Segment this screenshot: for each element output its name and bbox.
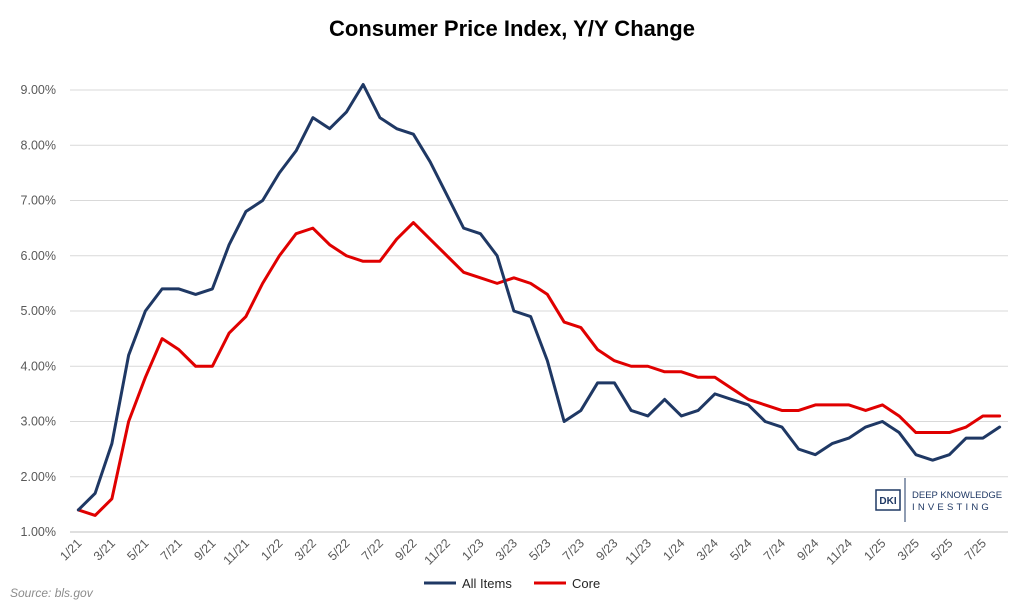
x-tick-label: 3/22 xyxy=(292,536,319,563)
x-tick-label: 5/21 xyxy=(124,536,151,563)
y-tick-label: 8.00% xyxy=(21,138,56,152)
gridlines xyxy=(70,89,1008,478)
x-tick-label: 11/21 xyxy=(221,536,252,567)
logo-line1: DEEP KNOWLEDGE xyxy=(912,490,1002,501)
x-tick-label: 3/25 xyxy=(895,536,922,563)
x-tick-label: 7/25 xyxy=(962,536,989,563)
x-tick-label: 9/21 xyxy=(191,536,218,563)
source-note: Source: bls.gov xyxy=(10,586,94,600)
x-tick-label: 5/25 xyxy=(928,536,955,563)
x-tick-label: 1/22 xyxy=(258,536,285,563)
y-tick-label: 7.00% xyxy=(21,194,56,208)
x-tick-label: 3/21 xyxy=(91,536,118,563)
y-axis-ticks: 1.00% 2.00% 3.00% 4.00% 5.00% 6.00% 7.00% 8.00%… xyxy=(21,83,56,539)
x-tick-label: 11/24 xyxy=(824,536,855,567)
series-lines xyxy=(76,82,1002,517)
x-tick-label: 7/22 xyxy=(359,536,386,563)
x-tick-label: 1/24 xyxy=(660,536,687,563)
x-axis-ticks: 1/21 3/21 5/21 7/21 9/21 11/21 1/22 3/22 5/22 7/2… xyxy=(57,536,989,567)
y-tick-label: 2.00% xyxy=(21,470,56,484)
logo-mark-text: DKI xyxy=(879,496,896,507)
dki-logo: DKI DEEP KNOWLEDGE INVESTING xyxy=(875,478,1002,522)
x-tick-label: 1/25 xyxy=(861,536,888,563)
x-tick-label: 9/22 xyxy=(392,536,419,563)
legend-label-core: Core xyxy=(572,576,600,591)
x-tick-label: 5/24 xyxy=(727,536,754,563)
y-tick-label: 5.00% xyxy=(21,304,56,318)
x-tick-label: 3/23 xyxy=(493,536,520,563)
x-tick-label: 7/21 xyxy=(158,536,185,563)
x-tick-label: 11/23 xyxy=(623,536,654,567)
x-tick-label: 5/23 xyxy=(526,536,553,563)
legend: All Items Core xyxy=(424,576,600,591)
x-tick-label: 7/23 xyxy=(560,536,587,563)
x-tick-label: 9/24 xyxy=(794,536,821,563)
logo-box xyxy=(875,489,901,511)
x-tick-label: 3/24 xyxy=(694,536,721,563)
legend-label-all-items: All Items xyxy=(462,576,512,591)
y-tick-label: 9.00% xyxy=(21,83,56,97)
x-tick-label: 7/24 xyxy=(761,536,788,563)
x-tick-label: 11/22 xyxy=(422,536,453,567)
y-tick-label: 3.00% xyxy=(21,415,56,429)
chart-title: Consumer Price Index, Y/Y Change xyxy=(329,16,695,41)
y-tick-label: 4.00% xyxy=(21,359,56,373)
x-tick-label: 1/21 xyxy=(57,536,84,563)
y-tick-label: 6.00% xyxy=(21,249,56,263)
x-tick-label: 1/23 xyxy=(459,536,486,563)
y-tick-label: 1.00% xyxy=(21,525,56,539)
x-tick-label: 9/23 xyxy=(593,536,620,563)
logo-line2: INVESTING xyxy=(912,502,992,513)
series-line-all-items xyxy=(76,82,1002,512)
series-line-core xyxy=(76,221,1002,517)
x-tick-label: 5/22 xyxy=(325,536,352,563)
